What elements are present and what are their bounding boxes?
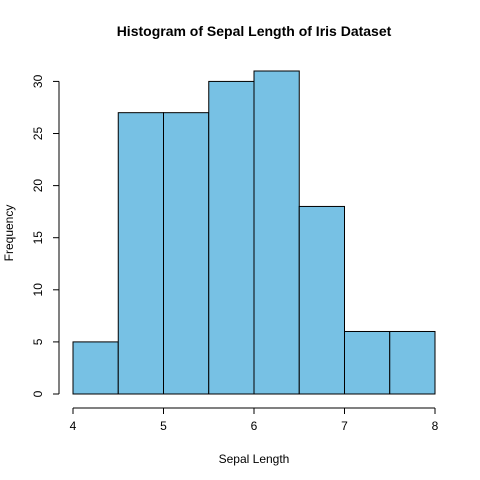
y-tick-label-2: 10 [31,283,45,297]
x-axis-label: Sepal Length [219,452,290,466]
bars-group [72,70,436,395]
x-tick-label-1: 5 [160,419,167,433]
y-axis-label: Frequency [2,205,16,262]
x-tick-label-2: 6 [251,419,258,433]
chart-title: Histogram of Sepal Length of Iris Datase… [117,23,392,39]
y-tick-label-6: 30 [31,74,45,88]
histogram-bar-5 [298,205,345,395]
y-tick-label-0: 0 [31,390,45,397]
y-tick-label-4: 20 [31,179,45,193]
y-tick-label-5: 25 [31,127,45,141]
histogram-bar-7 [389,330,436,395]
x-axis: 4 5 6 7 8 [70,407,439,433]
y-tick-label-3: 15 [31,231,45,245]
y-tick-label-1: 5 [31,338,45,345]
histogram-bar-2 [163,112,210,395]
y-axis: 0 5 10 15 20 25 30 [31,74,60,397]
histogram-bar-1 [117,112,164,395]
x-tick-label-4: 8 [432,419,439,433]
histogram-bar-4 [253,70,300,395]
x-tick-label-3: 7 [341,419,348,433]
x-tick-label-0: 4 [70,419,77,433]
histogram-bar-6 [344,330,391,395]
histogram-bar-0 [72,341,119,395]
histogram-bar-3 [208,80,255,395]
